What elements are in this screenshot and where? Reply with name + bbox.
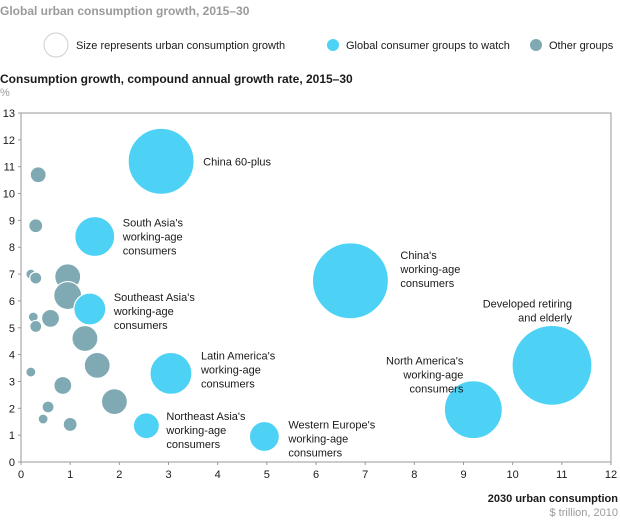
bubble-label-line: working-age <box>113 306 174 318</box>
x-tick-label: 9 <box>460 469 466 481</box>
x-axis-unit: $ trillion, 2010 <box>550 507 619 519</box>
bubble-label: China's working-age consumers <box>399 250 460 290</box>
bubble-label: Northeast Asia's working-age consumers <box>165 411 246 451</box>
bubble-label: Western Europe's working-age consumers <box>287 419 375 459</box>
bubble-other-group <box>100 387 129 416</box>
bubble-watch-group <box>248 420 280 453</box>
y-tick-label: 1 <box>9 430 15 442</box>
legend-size-swatch <box>43 32 69 58</box>
legend: Size represents urban consumption growth… <box>43 32 614 58</box>
x-tick-label: 11 <box>556 469 567 481</box>
bubble-watch-group <box>149 351 193 396</box>
x-tick-label: 10 <box>507 469 519 481</box>
bubble-label-line: consumers <box>400 278 454 290</box>
x-tick-label: 12 <box>605 469 617 481</box>
bubble-watch-group <box>132 412 160 440</box>
bubble-label: North America's working-age consumers <box>386 356 464 396</box>
x-axis-label: 2030 urban consumption <box>488 493 618 505</box>
bubble-watch-group <box>443 380 503 440</box>
y-tick-label: 0 <box>9 457 15 469</box>
y-tick-label: 2 <box>9 403 15 415</box>
y-tick-label: 9 <box>9 215 15 227</box>
legend-other-swatch <box>530 39 542 51</box>
bubble-label-line: working-age <box>200 364 261 376</box>
bubble-label-line: Latin America's <box>201 350 276 362</box>
bubble-watch-group <box>511 324 593 406</box>
bubble-label-line: working-age <box>122 231 183 243</box>
bubble-label-line: consumers <box>123 245 177 257</box>
y-tick-label: 8 <box>9 242 15 254</box>
bubble-label-line: consumers <box>201 378 255 390</box>
y-tick-label: 6 <box>9 296 15 308</box>
x-tick-label: 7 <box>362 469 368 481</box>
bubble-watch-group <box>311 242 390 320</box>
bubble-other-group <box>71 324 99 353</box>
bubble-other-group <box>28 218 44 234</box>
bubble-label: South Asia's working-age consumers <box>122 217 184 257</box>
bubble-label-line: North America's <box>386 356 464 368</box>
y-tick-label: 13 <box>3 108 15 120</box>
chart-title: Global urban consumption growth, 2015–30 <box>0 4 250 18</box>
y-tick-label: 10 <box>3 189 15 201</box>
legend-watch-label: Global consumer groups to watch <box>346 40 510 52</box>
bubble-other-group <box>53 375 73 396</box>
bubble-other-group <box>29 271 43 285</box>
bubble-label-line: consumers <box>410 384 464 396</box>
bubble-label-line: and elderly <box>518 312 572 324</box>
y-tick-label: 4 <box>9 350 15 362</box>
bubble-label-line: working-age <box>402 370 463 382</box>
x-tick-label: 4 <box>215 469 221 481</box>
x-tick-label: 5 <box>264 469 270 481</box>
bubble-label-line: consumers <box>114 320 168 332</box>
y-tick-label: 11 <box>4 162 15 174</box>
y-tick-label: 3 <box>9 376 15 388</box>
legend-watch-swatch <box>327 39 339 51</box>
bubble-label: Latin America's working-age consumers <box>200 350 276 390</box>
bubble-label-line: working-age <box>287 433 348 445</box>
bubble-other-group <box>41 400 55 414</box>
bubble-label: Developed retiring and elderly <box>483 298 573 324</box>
y-axis-label: Consumption growth, compound annual grow… <box>0 72 353 86</box>
y-tick-label: 12 <box>3 135 15 147</box>
legend-other-label: Other groups <box>549 40 614 52</box>
bubble-label-line: China's <box>400 250 437 262</box>
bubble-label-line: consumers <box>288 447 342 459</box>
bubble-other-group <box>62 416 78 433</box>
y-axis-unit: % <box>0 87 10 99</box>
bubble-label-line: Developed retiring <box>483 298 572 310</box>
bubble-label-line: working-age <box>165 425 226 437</box>
x-tick-label: 0 <box>18 469 24 481</box>
y-tick-label: 5 <box>9 323 15 335</box>
bubble-label: Southeast Asia's working-age consumers <box>113 292 195 332</box>
x-tick-label: 2 <box>116 469 122 481</box>
bubble-watch-group <box>73 292 107 326</box>
bubble-label-line: Western Europe's <box>288 419 375 431</box>
bubble-other-group <box>37 413 49 425</box>
bubble-label-line: Southeast Asia's <box>114 292 195 304</box>
bubble-other-group <box>40 308 61 328</box>
bubble-label-line: Northeast Asia's <box>166 411 246 423</box>
bubble-other-group <box>83 351 111 379</box>
x-tick-label: 8 <box>411 469 417 481</box>
bubble-other-group <box>25 366 37 378</box>
bubble-other-group <box>29 319 43 334</box>
bubble-watch-group <box>127 127 195 195</box>
x-tick-label: 1 <box>67 469 73 481</box>
bubble-watch-group <box>74 215 116 258</box>
y-tick-label: 7 <box>9 269 15 281</box>
legend-size-note: Size represents urban consumption growth <box>76 40 285 52</box>
bubble-label-line: consumers <box>166 439 220 451</box>
x-tick-label: 3 <box>165 469 171 481</box>
x-tick-label: 6 <box>313 469 319 481</box>
bubble-label: China 60-plus <box>203 156 271 168</box>
bubble-other-group <box>29 166 47 184</box>
bubble-label-line: South Asia's <box>123 217 184 229</box>
bubble-label-line: China 60-plus <box>203 156 271 168</box>
bubble-label-line: working-age <box>399 264 460 276</box>
